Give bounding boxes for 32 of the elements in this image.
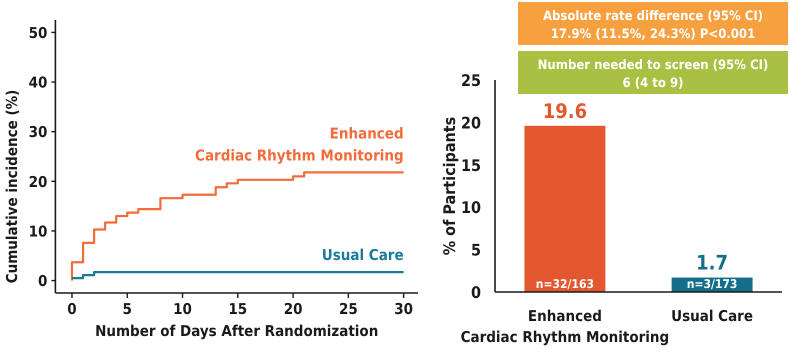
y-tick-label: 40 [28,74,48,92]
text: Absolute rate difference (95% CI) 17.9% (11.5%, 24.3%) P<0.001 [542,9,764,42]
x-tick-label: 10 [173,300,192,318]
series-label: Usual Care [322,246,404,264]
y-tick-label: 10 [28,222,48,240]
y-tick-label: 20 [460,113,481,132]
y-tick-label: 10 [460,198,481,218]
x-tick-label: Usual Care [671,307,754,325]
x-tick-label: 5 [122,300,132,318]
y-tick-label: 0 [470,283,481,302]
y-axis-title: % of Participants [440,116,459,256]
y-tick-label: 30 [28,123,48,142]
x-tick-label: 0 [67,300,77,318]
data-label: 1.7 [696,250,728,275]
annotation: Number needed to screen (95% CI) 6 (4 to 9) [538,58,768,91]
annotation: n=32/163 [536,277,594,291]
y-tick-label: 50 [28,24,48,42]
x-tick-label: 25 [338,300,358,318]
annotation: n=3/173 [686,277,738,291]
series-label: Enhanced Cardiac Rhythm Monitoring [195,124,404,164]
data-label: 19.6 [542,98,588,123]
x-axis-title: Number of Days After Randomization [95,322,378,340]
y-axis-title: Cumulative incidence (%) [3,90,21,284]
x-tick-label: 30 [394,300,414,318]
x-tick-label: Enhanced Cardiac Rhythm Monitoring [460,307,670,346]
y-tick-label: 0 [38,272,48,290]
y-tick-label: 5 [470,240,481,260]
y-tick-label: 20 [28,172,48,191]
x-tick-label: 20 [284,300,302,318]
y-tick-label: 15 [460,156,481,175]
x-tick-label: 15 [228,300,248,318]
y-tick-label: 25 [460,71,481,90]
